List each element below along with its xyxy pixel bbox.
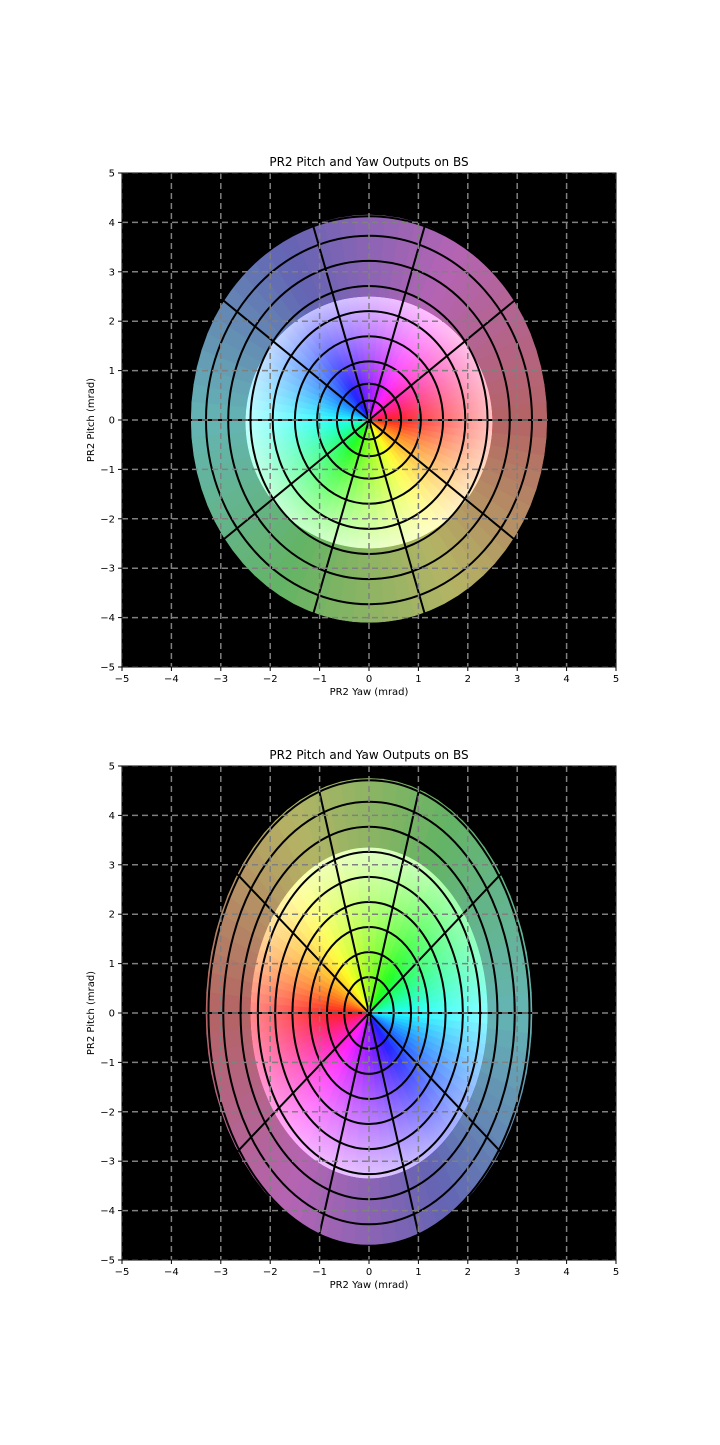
y-tick-label: −3	[100, 1157, 115, 1168]
polar-spoke	[368, 419, 429, 624]
polar-spoke	[231, 1012, 370, 1158]
y-tick-label: 5	[109, 169, 115, 180]
y-tick-labels: 5 4 3 2 1 0 −1 −2 −3 −4 −5	[100, 762, 122, 1267]
y-tick-label: −4	[100, 1206, 115, 1217]
chart-title: PR2 Pitch and Yaw Outputs on BS	[269, 155, 468, 169]
polar-spoke	[315, 1012, 370, 1246]
grid-lines	[122, 173, 616, 667]
x-tick-label: 4	[563, 1267, 569, 1278]
x-tick-label: 0	[366, 1267, 372, 1278]
x-tick-labels: −5 −4 −3 −2 −1 0 1 2 3 4 5	[115, 667, 619, 685]
x-axis-label: PR2 Yaw (mrad)	[330, 1280, 409, 1291]
y-tick-label: 0	[109, 416, 115, 427]
polar-spoke	[368, 1012, 423, 1246]
x-tick-label: −4	[164, 674, 179, 685]
polar-spoke	[309, 216, 370, 421]
polar-spoke	[315, 780, 370, 1014]
x-tick-label: −5	[115, 1267, 130, 1278]
polar-spoke	[368, 1012, 507, 1158]
x-tick-label: 2	[465, 674, 471, 685]
chart-panel-bottom: PR2 Pitch and Yaw Outputs on BS −5 −4 −3 −2…	[86, 748, 619, 1291]
x-tick-label: −5	[115, 674, 130, 685]
x-tick-label: 5	[613, 674, 619, 685]
y-tick-label: −2	[100, 514, 115, 525]
y-tick-label: −3	[100, 564, 115, 575]
x-tick-labels: −5 −4 −3 −2 −1 0 1 2 3 4 5	[115, 1260, 619, 1278]
chart-panel-top: PR2 Pitch and Yaw Outputs on BS −5 −4 −3 −2…	[86, 155, 619, 698]
x-tick-label: 3	[514, 1267, 520, 1278]
y-tick-label: −4	[100, 613, 115, 624]
y-tick-label: 0	[109, 1009, 115, 1020]
x-tick-label: 2	[465, 1267, 471, 1278]
y-axis-label: PR2 Pitch (mrad)	[86, 971, 97, 1055]
x-tick-label: −2	[263, 1267, 278, 1278]
y-tick-label: −1	[100, 465, 115, 476]
plot-area	[121, 765, 617, 1261]
x-tick-label: −3	[213, 1267, 228, 1278]
y-tick-label: −1	[100, 1058, 115, 1069]
polar-spoke	[368, 419, 523, 547]
polar-spoke	[368, 868, 507, 1014]
x-tick-label: 3	[514, 674, 520, 685]
y-tick-label: 2	[109, 317, 115, 328]
x-tick-label: 0	[366, 674, 372, 685]
x-tick-label: 1	[415, 1267, 421, 1278]
polar-spoke	[215, 419, 370, 547]
x-tick-label: 4	[563, 674, 569, 685]
plot-area	[121, 172, 617, 668]
x-tick-label: 5	[613, 1267, 619, 1278]
y-tick-label: 1	[109, 366, 115, 377]
x-axis-label: PR2 Yaw (mrad)	[330, 687, 409, 698]
grid-lines	[122, 766, 616, 1260]
x-tick-label: −4	[164, 1267, 179, 1278]
y-tick-label: 5	[109, 762, 115, 773]
y-tick-label: −5	[100, 663, 115, 674]
y-tick-labels: 5 4 3 2 1 0 −1 −2 −3 −4 −5	[100, 169, 122, 674]
y-tick-label: −5	[100, 1256, 115, 1267]
polar-spoke	[231, 868, 370, 1014]
y-tick-label: −2	[100, 1107, 115, 1118]
y-tick-label: 1	[109, 959, 115, 970]
chart-title: PR2 Pitch and Yaw Outputs on BS	[269, 748, 468, 762]
y-tick-label: 4	[109, 218, 115, 229]
y-tick-label: 3	[109, 267, 115, 278]
polar-spoke	[215, 293, 370, 421]
x-tick-label: −1	[312, 1267, 327, 1278]
y-axis-label: PR2 Pitch (mrad)	[86, 378, 97, 462]
polar-spoke	[309, 419, 370, 624]
x-tick-label: −2	[263, 674, 278, 685]
y-tick-label: 3	[109, 860, 115, 871]
polar-spoke	[368, 293, 523, 421]
x-tick-label: −1	[312, 674, 327, 685]
polar-spoke	[368, 780, 423, 1014]
polar-spokes	[200, 780, 538, 1246]
y-tick-label: 4	[109, 811, 115, 822]
x-tick-label: −3	[213, 674, 228, 685]
x-tick-label: 1	[415, 674, 421, 685]
polar-spoke	[368, 216, 429, 421]
y-tick-label: 2	[109, 910, 115, 921]
